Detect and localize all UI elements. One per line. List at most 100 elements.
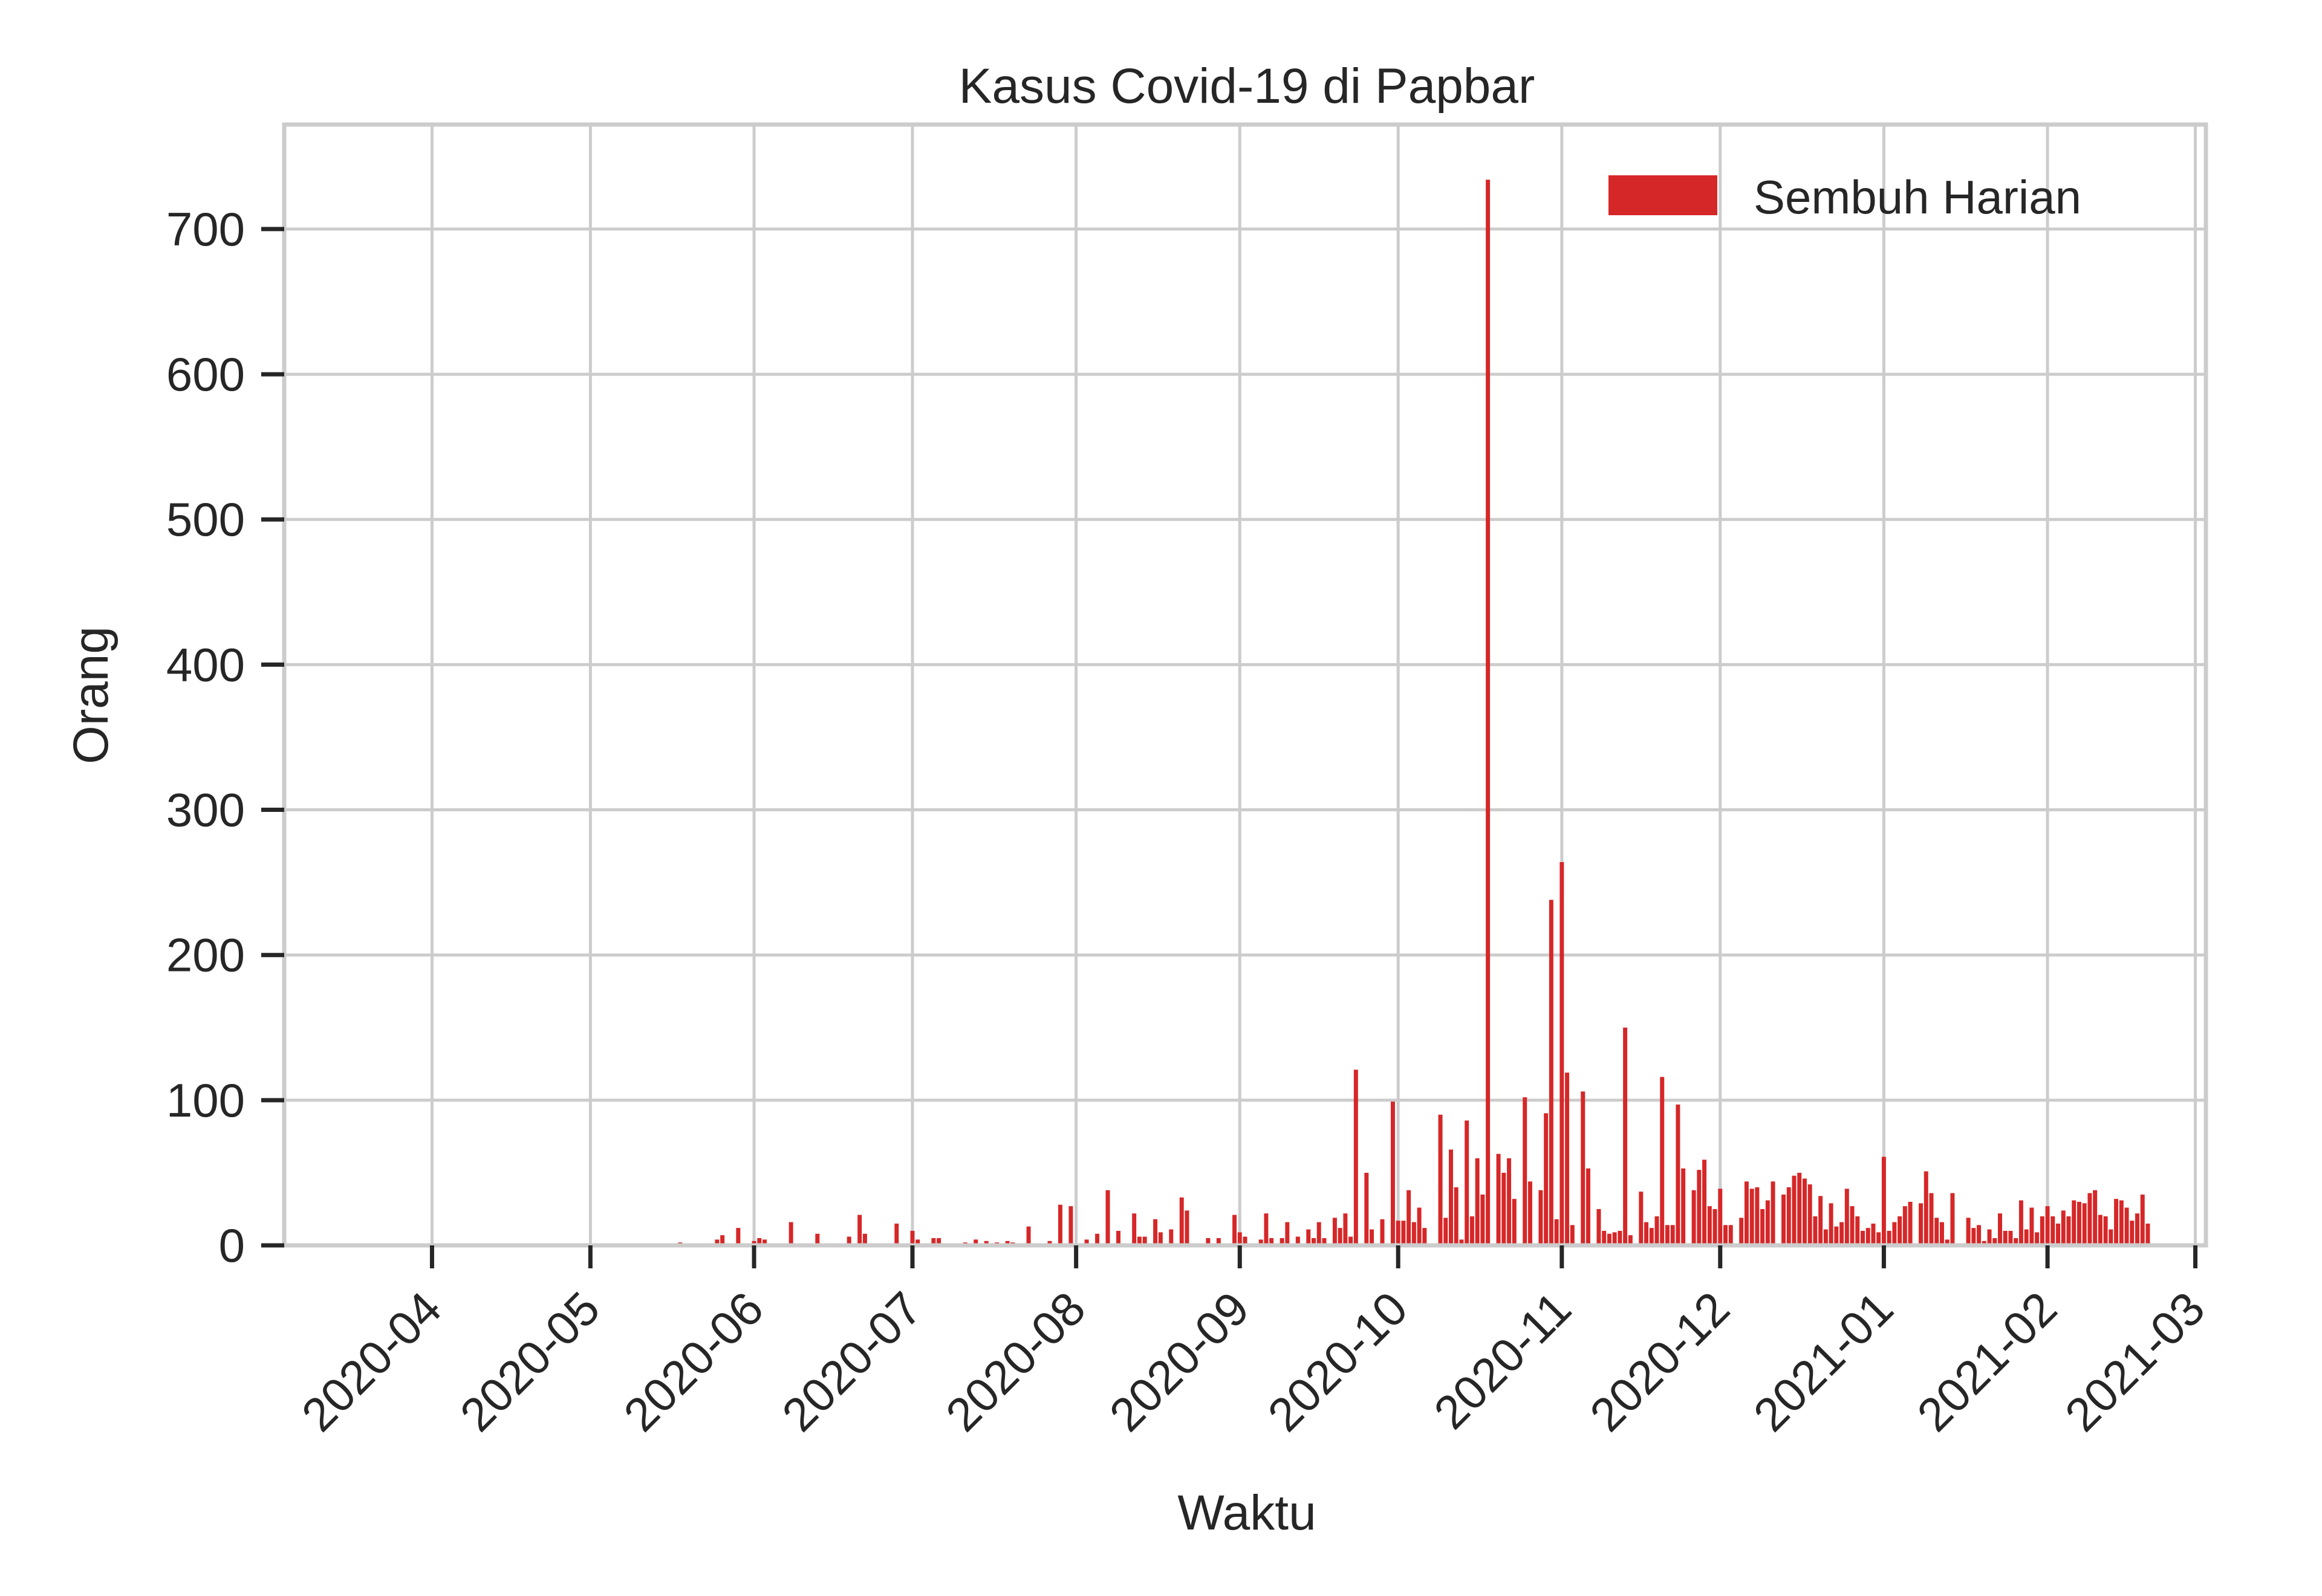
bar: [1992, 1238, 1997, 1245]
bar: [1364, 1172, 1369, 1245]
bar: [1396, 1221, 1400, 1245]
bar: [1142, 1236, 1147, 1245]
bar: [847, 1236, 851, 1245]
bar: [1411, 1222, 1416, 1245]
bar: [1739, 1218, 1744, 1245]
bar: [1232, 1215, 1237, 1245]
bar: [2082, 1203, 2087, 1245]
bar: [1475, 1158, 1480, 1245]
bar: [1312, 1238, 1316, 1245]
bar: [2018, 1200, 2023, 1245]
bar: [1237, 1232, 1242, 1245]
bar: [1781, 1194, 1786, 1245]
bar: [862, 1233, 867, 1245]
y-tick-label: 400: [166, 638, 245, 691]
bar: [1744, 1181, 1749, 1245]
bar: [1565, 1072, 1570, 1245]
bar: [1348, 1236, 1353, 1245]
bar: [1417, 1207, 1422, 1245]
bar: [1332, 1218, 1337, 1245]
bar: [1966, 1218, 1971, 1245]
bar: [1665, 1225, 1670, 1245]
bar: [2087, 1193, 2092, 1245]
y-tick-label: 100: [166, 1074, 245, 1127]
bar: [1844, 1189, 1849, 1245]
bar: [1158, 1232, 1163, 1245]
bar: [894, 1223, 899, 1245]
bar: [1559, 861, 1564, 1245]
bar: [1628, 1235, 1633, 1245]
bar: [1861, 1230, 1865, 1245]
bar: [2145, 1223, 2150, 1245]
bar: [2135, 1213, 2139, 1245]
bar: [1105, 1190, 1110, 1245]
bar: [1132, 1213, 1137, 1245]
bar: [1681, 1168, 1686, 1245]
bar: [1438, 1114, 1443, 1245]
bar: [1602, 1230, 1607, 1245]
bar: [1887, 1230, 1891, 1245]
bar: [2024, 1229, 2029, 1245]
y-tick-label: 600: [166, 348, 245, 401]
bar: [736, 1228, 741, 1245]
bar: [1818, 1196, 1823, 1245]
bar: [1407, 1190, 1411, 1245]
bar: [2124, 1207, 2129, 1245]
bar: [1755, 1187, 1760, 1245]
bar: [1269, 1238, 1274, 1245]
bar: [1898, 1216, 1902, 1245]
bar: [1876, 1232, 1881, 1245]
bar: [1486, 180, 1491, 1245]
bar: [1718, 1189, 1723, 1245]
bar: [1908, 1201, 1913, 1245]
bar: [2014, 1238, 2018, 1245]
bars: [678, 180, 2150, 1245]
bar: [857, 1215, 862, 1245]
bar: [1554, 1219, 1559, 1245]
bar: [1712, 1208, 1717, 1245]
bar: [1264, 1213, 1269, 1245]
bar: [1977, 1225, 1982, 1245]
bar: [1644, 1222, 1649, 1245]
bar: [763, 1239, 767, 1245]
bar: [2130, 1221, 2135, 1245]
grid: [284, 125, 2206, 1247]
bar: [1839, 1222, 1844, 1245]
bar: [1507, 1158, 1512, 1245]
bar: [1829, 1203, 1833, 1245]
y-axis-label: Orang: [63, 626, 119, 764]
bar: [1179, 1197, 1184, 1245]
bar: [1258, 1239, 1263, 1245]
bar: [1902, 1206, 1907, 1245]
bar: [2056, 1223, 2061, 1245]
bar: [1169, 1229, 1174, 1245]
bar: [2050, 1216, 2055, 1245]
bar: [1945, 1239, 1950, 1245]
bar: [1306, 1229, 1311, 1245]
bar: [1929, 1193, 1934, 1245]
bar: [1982, 1241, 1986, 1245]
bar: [937, 1238, 941, 1245]
bar: [1316, 1222, 1321, 1245]
bar: [1950, 1193, 1955, 1245]
bar: [1939, 1222, 1944, 1245]
bar: [1390, 1101, 1395, 1245]
bar: [1465, 1120, 1469, 1245]
bar: [1401, 1221, 1406, 1245]
bar: [2035, 1232, 2040, 1245]
bar: [1512, 1199, 1517, 1245]
bar: [1581, 1091, 1585, 1245]
bar: [1026, 1226, 1031, 1245]
bar: [1596, 1208, 1601, 1245]
bar: [2098, 1215, 2102, 1245]
bar: [1971, 1228, 1976, 1245]
bar: [2008, 1230, 2013, 1245]
chart-title: Kasus Covid-19 di Papbar: [959, 59, 1535, 114]
bar: [1380, 1219, 1385, 1245]
bar: [1607, 1233, 1611, 1245]
bar: [1449, 1149, 1453, 1245]
bar: [1771, 1181, 1775, 1245]
legend: Sembuh Harian: [1608, 170, 2081, 224]
bar: [1612, 1232, 1617, 1245]
